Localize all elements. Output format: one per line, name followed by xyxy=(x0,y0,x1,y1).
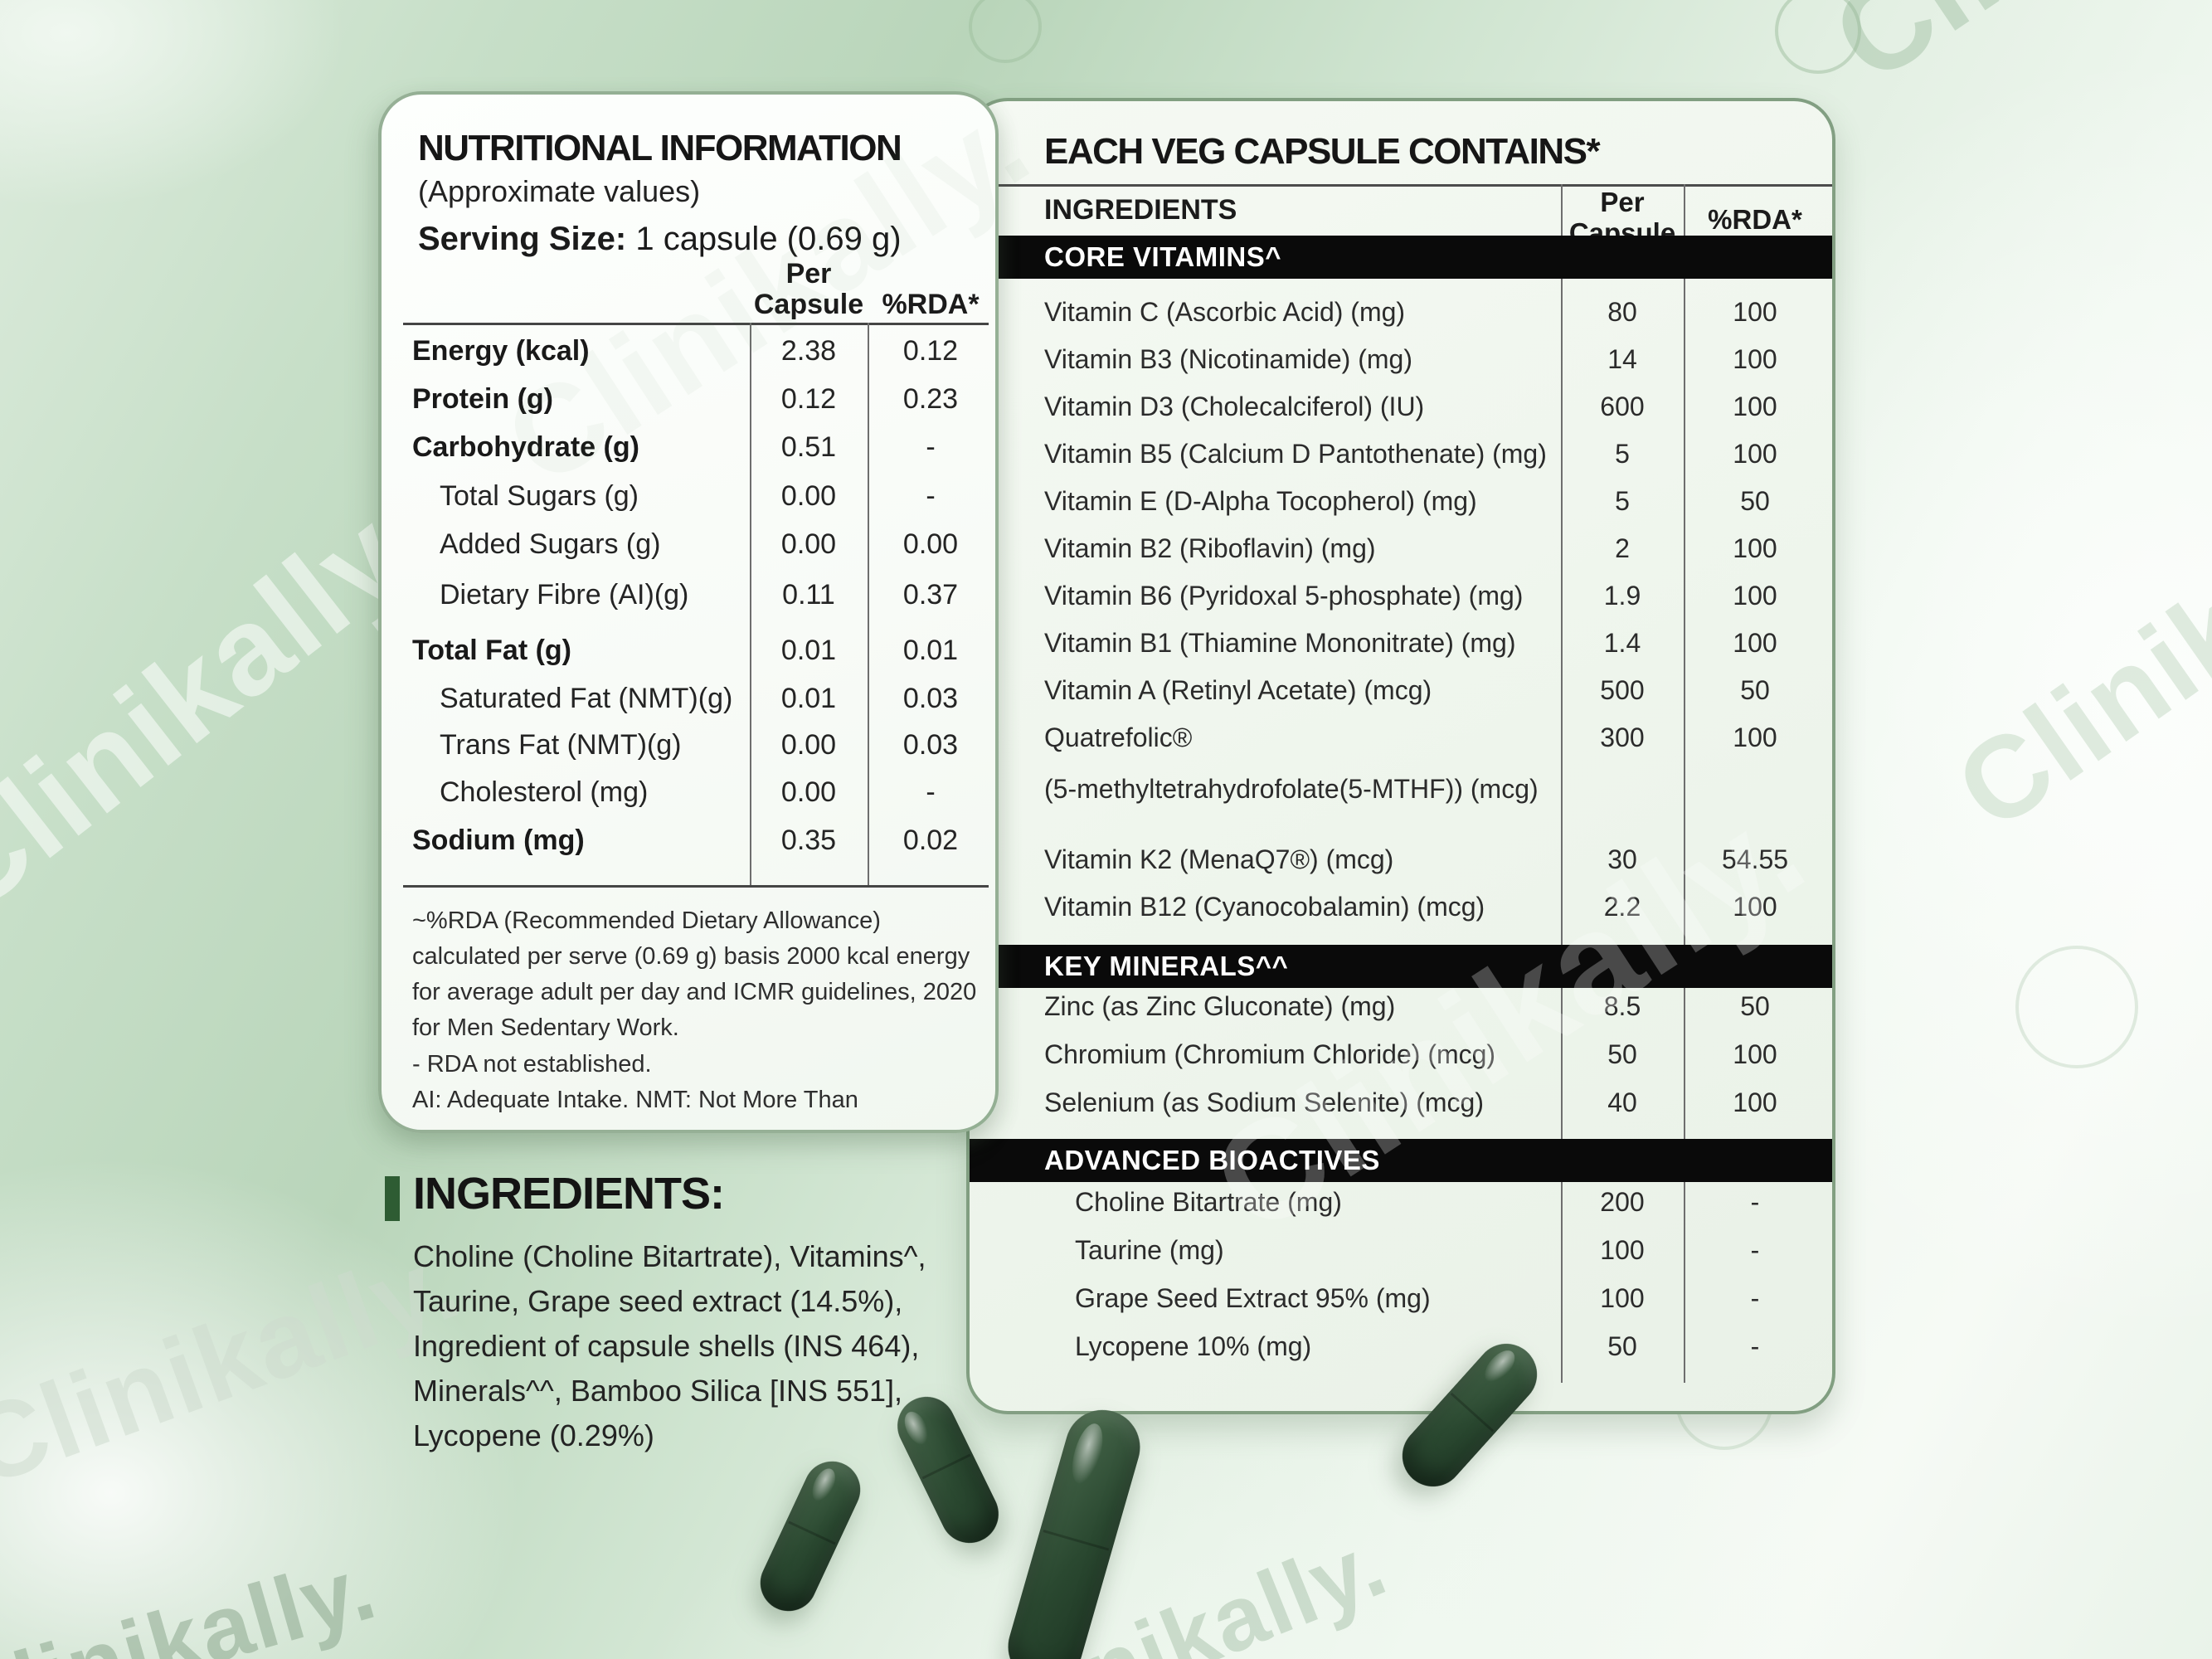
column-divider xyxy=(750,323,751,885)
serving-size-line: Serving Size: 1 capsule (0.69 g) xyxy=(418,221,902,258)
nutrition-row: Cholesterol (mg) 0.00- xyxy=(440,776,936,808)
column-divider xyxy=(868,323,869,885)
serving-size-label: Serving Size: xyxy=(418,221,627,257)
ingredient-row-continuation: (5-methyltetrahydrofolate(5-MTHF)) (mcg) xyxy=(1044,774,1539,804)
column-divider xyxy=(1684,184,1685,945)
nutrition-row: Saturated Fat (NMT)(g) 0.01 0.03 xyxy=(440,683,959,714)
ingredient-row: Vitamin B12 (Cyanocobalamin) (mcg) 2.2 100 xyxy=(1044,892,1777,922)
column-divider xyxy=(1561,1182,1563,1383)
ingredient-row: Vitamin C (Ascorbic Acid) (mg) 80 100 xyxy=(1044,297,1777,327)
ingredient-row: Selenium (as Sodium Selenite) (mcg) 40 100 xyxy=(1044,1087,1777,1117)
section-header-core-vitamins: CORE VITAMINS^ xyxy=(970,236,1832,279)
nutrition-row: Carbohydrate (g) 0.51- xyxy=(412,431,936,463)
ingredient-row: Vitamin D3 (Cholecalciferol) (IU) 600 100 xyxy=(1044,392,1777,421)
nutrition-row: Dietary Fibre (AI)(g) 0.11 0.37 xyxy=(440,579,959,611)
watermark-ring xyxy=(1775,0,1861,74)
brand-watermark: Clinikally. xyxy=(1808,0,2212,110)
nutrition-row: Energy (kcal) 2.38 0.12 xyxy=(412,335,959,367)
nutrition-row: Protein (g) 0.12 0.23 xyxy=(412,383,959,415)
ingredient-row: Zinc (as Zinc Gluconate) (mg) 8.5 50 xyxy=(1044,991,1770,1021)
column-divider xyxy=(1561,184,1563,945)
rda-not-established-note: - RDA not established. xyxy=(412,1051,652,1078)
section-header-key-minerals: KEY MINERALS^^ xyxy=(970,945,1832,988)
column-divider xyxy=(1684,988,1685,1139)
ingredient-row: Vitamin B2 (Riboflavin) (mg) 2 100 xyxy=(1044,533,1777,563)
ingredient-row: Vitamin B3 (Nicotinamide) (mg) 14 100 xyxy=(1044,344,1777,374)
capsule-image xyxy=(751,1452,870,1621)
serving-size-value: 1 capsule (0.69 g) xyxy=(635,221,902,257)
ingredients-text: Choline (Choline Bitartrate), Vitamins^,… xyxy=(413,1239,926,1452)
capsule-panel-title: EACH VEG CAPSULE CONTAINS* xyxy=(1044,131,1601,172)
ingredient-row: Vitamin B5 (Calcium D Pantothenate) (mg)… xyxy=(1044,439,1777,469)
watermark-ring xyxy=(969,0,1042,63)
ingredient-row: Vitamin B6 (Pyridoxal 5-phosphate) (mg) 1… xyxy=(1044,581,1777,611)
column-header-rda: %RDA* xyxy=(882,289,980,320)
nutrition-row: Added Sugars (g) 0.00 0.00 xyxy=(440,528,959,560)
ingredient-row: Vitamin E (D-Alpha Tocopherol) (mg) 5 50 xyxy=(1044,486,1770,516)
abbreviations-note: AI: Adequate Intake. NMT: Not More Than xyxy=(412,1087,858,1113)
table-rule xyxy=(970,184,1832,187)
column-header-ingredients: INGREDIENTS xyxy=(1044,194,1237,226)
rda-footnote: ~%RDA (Recommended Dietary Allowance) ca… xyxy=(412,907,977,1041)
ingredient-row: Choline Bitartrate (mg) 200- xyxy=(1075,1187,1760,1217)
ingredients-title: INGREDIENTS: xyxy=(413,1169,725,1219)
section-header-advanced-bioactives: ADVANCED BIOACTIVES xyxy=(970,1139,1832,1182)
column-header-rda: %RDA* xyxy=(1708,204,1802,235)
brand-watermark: Clinikally. xyxy=(0,1219,475,1510)
nutrition-panel-subtitle: (Approximate values) xyxy=(418,174,701,208)
nutrition-row: Total Fat (g) 0.01 0.01 xyxy=(412,635,959,666)
column-divider xyxy=(1561,988,1563,1139)
ingredient-row: Lycopene 10% (mg) 50- xyxy=(1075,1331,1760,1361)
ingredient-row: Vitamin A (Retinyl Acetate) (mcg) 500 50 xyxy=(1044,675,1770,705)
table-rule xyxy=(403,885,989,888)
brand-watermark: Clinikally. xyxy=(0,1535,387,1659)
ingredient-row: Vitamin K2 (MenaQ7®) (mcg) 30 54.55 xyxy=(1044,844,1789,874)
nutritional-information-panel: NUTRITIONAL INFORMATION (Approximate val… xyxy=(378,73,1053,1133)
ingredients-accent-bar xyxy=(385,1176,400,1221)
ingredient-row: Vitamin B1 (Thiamine Mononitrate) (mg) 1.… xyxy=(1044,628,1777,658)
ingredient-row: Grape Seed Extract 95% (mg) 100- xyxy=(1075,1283,1760,1313)
ingredient-row: Chromium (Chromium Chloride) (mcg) 50 100 xyxy=(1044,1039,1777,1069)
ingredient-row: Taurine (mg) 100- xyxy=(1075,1235,1760,1265)
capsule-contents-panel: EACH VEG CAPSULE CONTAINS* INGREDIENTS P… xyxy=(966,98,1835,1414)
nutrition-row: Total Sugars (g) 0.00- xyxy=(440,480,936,512)
nutrition-row: Trans Fat (NMT)(g) 0.00 0.03 xyxy=(440,729,959,761)
column-header-per-capsule: Per Capsule xyxy=(753,258,864,320)
table-rule xyxy=(403,323,989,325)
capsule-image xyxy=(999,1401,1150,1659)
column-divider xyxy=(1684,1182,1685,1383)
watermark-ring xyxy=(2015,946,2138,1068)
ingredient-row: Quatrefolic® 300 100 xyxy=(1044,722,1777,752)
nutrition-panel-title: NUTRITIONAL INFORMATION xyxy=(418,128,902,168)
brand-watermark: Clinikally. xyxy=(1933,431,2212,855)
nutrition-row: Sodium (mg) 0.35 0.02 xyxy=(412,825,959,856)
